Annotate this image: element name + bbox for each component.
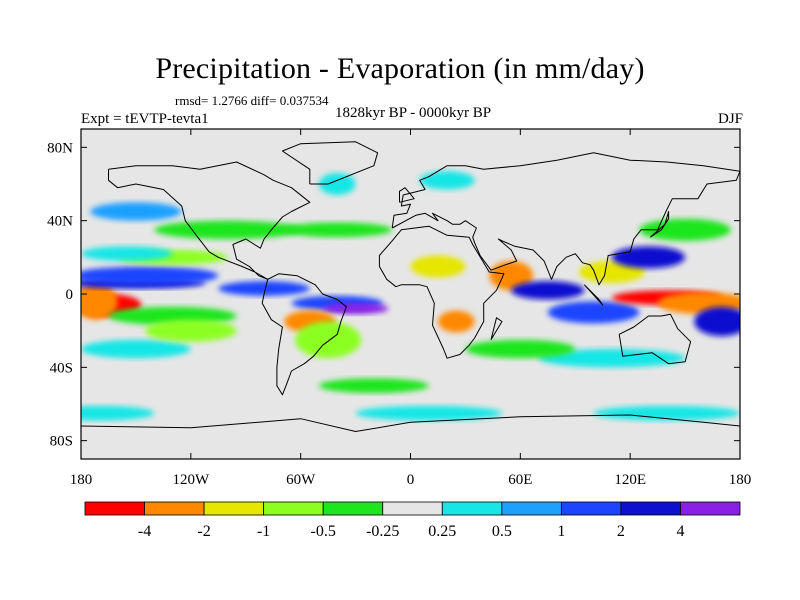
colorbar-label: 1 [557,523,565,540]
colorbar-swatch [263,501,324,516]
field-region [81,266,219,285]
colorbar-swatch [322,501,384,516]
y-tick-label: 0 [66,287,74,303]
colorbar-swatch [382,501,443,516]
x-tick-label: 0 [407,472,415,488]
x-tick-label: 60E [508,472,532,488]
coastlines [81,141,740,432]
colorbar-swatch [203,501,265,516]
field-region [593,405,740,421]
field-region [694,306,740,337]
colorbar-label: 0.25 [428,523,456,540]
coastline [490,317,503,341]
colorbar-label: 0.5 [492,523,512,540]
field-region [465,339,576,359]
y-tick-label: 80N [47,140,73,156]
field-region [145,319,237,342]
x-tick-label: 180 [729,472,752,488]
field-region [437,310,475,333]
field-region [547,301,640,324]
colorbar-swatch [84,501,145,516]
season-label: DJF [717,111,743,127]
coastline [108,161,311,280]
field-region [355,405,503,421]
x-tick-label: 120E [614,472,646,488]
field-region [282,222,393,238]
coastline [618,313,692,365]
field-region [295,321,362,359]
colorbar: -4 -2 -1 -0.5 -0.25 0.25 0.5 1 2 4 [84,501,741,540]
y-tick-label: 40N [47,214,73,230]
colorbar-swatch [560,501,622,516]
coastline [649,211,670,238]
y-tick-label: 80S [50,434,73,450]
field-region [419,171,475,190]
x-tick-label: 120W [172,472,210,488]
field-region [410,255,466,278]
x-axis: 180 120W 60W 0 60E 120E 180 [70,129,752,488]
field-region [90,202,182,221]
field-region [218,281,310,296]
stats-text: rmsd= 1.2766 diff= 0.037534 [175,93,329,108]
colorbar-label: -4 [138,523,151,540]
field-region [81,339,191,359]
colorbar-label: -2 [197,523,210,540]
field-region [318,173,356,195]
x-tick-label: 60W [286,472,316,488]
colorbar-swatch [144,501,205,516]
field-region [511,281,585,300]
coastline [378,225,505,359]
coastline [261,273,347,396]
colorbar-label: -1 [257,523,270,540]
chart-title: Precipitation - Evaporation (in mm/day) [155,52,645,85]
colorbar-label: 4 [676,523,684,540]
field-region [611,246,686,269]
field-region [318,378,429,393]
y-axis: 80N 40N 0 40S 80S [47,140,740,450]
colorbar-swatch [441,501,503,516]
field-region [154,220,301,239]
field-region [81,405,155,421]
y-tick-label: 40S [50,360,73,376]
period-label: 1828kyr BP - 0000kyr BP [334,105,492,121]
colorbar-label: -0.25 [366,523,399,540]
coastline [399,187,415,203]
field-region [322,303,389,315]
colorbar-swatch [620,501,681,516]
colorbar-swatch [501,501,562,516]
field-region [639,218,731,241]
coastline [281,141,379,185]
experiment-label: Expt = tEVTP-tevta1 [81,111,209,127]
field-region [81,246,173,261]
colorbar-label: -0.5 [311,523,336,540]
colorbar-swatch [680,501,741,516]
colorbar-label: 2 [617,523,625,540]
field-region [81,283,118,320]
coastline [391,152,740,286]
x-tick-label: 180 [70,472,93,488]
coastline [584,284,604,306]
coastline [81,414,740,432]
